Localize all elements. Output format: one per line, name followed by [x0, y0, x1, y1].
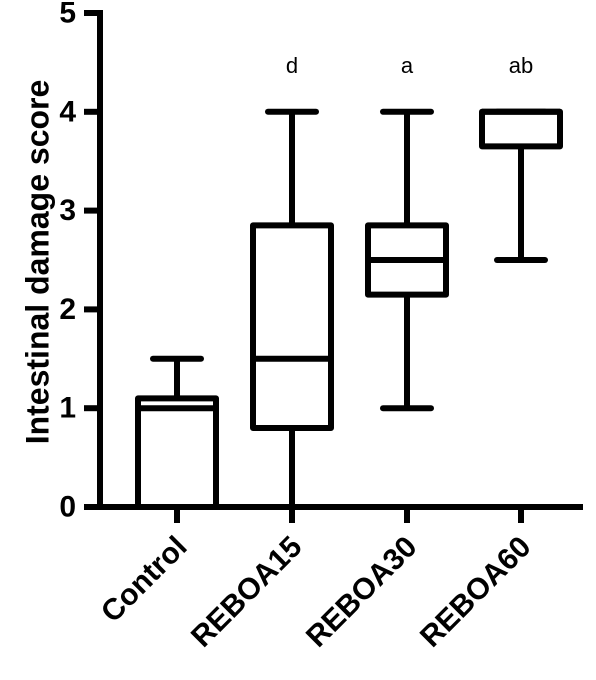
y-tick-label: 0: [59, 491, 76, 524]
box-iqr: [250, 222, 334, 431]
y-tick-label: 4: [59, 95, 76, 128]
significance-annotation: d: [286, 53, 298, 78]
box-marks: [135, 108, 563, 511]
x-category-label: REBOA30: [300, 530, 424, 654]
significance-annotation: ab: [509, 53, 533, 78]
significance-annotation: a: [401, 53, 414, 78]
x-category-label: Control: [95, 530, 194, 629]
x-category-label: REBOA15: [185, 530, 309, 654]
y-tick-label: 2: [59, 293, 76, 326]
x-category-label: REBOA60: [414, 530, 538, 654]
y-tick-label: 3: [59, 194, 76, 227]
box-iqr: [135, 395, 219, 511]
y-tick-label: 1: [59, 392, 76, 425]
y-axis-title: Intestinal damage score: [19, 80, 55, 445]
box-iqr: [479, 108, 563, 150]
y-tick-label: 5: [59, 0, 76, 30]
